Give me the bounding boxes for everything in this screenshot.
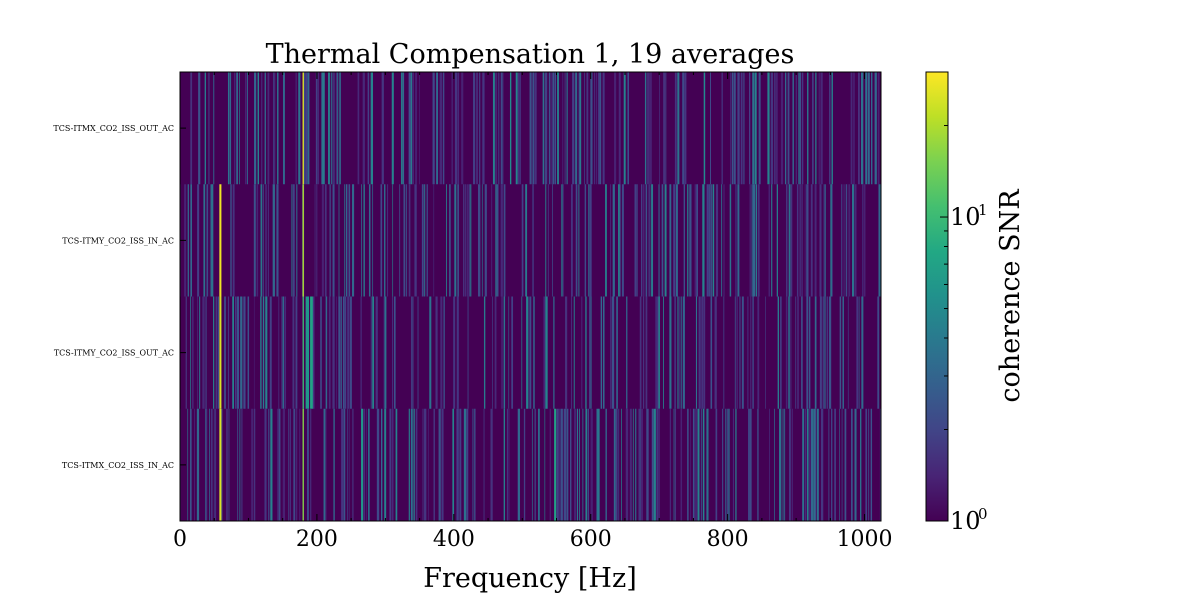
- row-3-background-texture: [180, 408, 881, 521]
- row-1-highlight-1: [302, 184, 304, 297]
- x-tick-label-4: 800: [707, 527, 749, 552]
- colorbar-gradient: [925, 71, 949, 522]
- x-tick-label-3: 600: [570, 527, 612, 552]
- row-0-highlight-7: [703, 72, 706, 185]
- x-axis-label: Frequency [Hz]: [423, 563, 636, 594]
- row-0-highlight-1: [204, 72, 207, 185]
- row-2-highlight-1: [302, 296, 304, 409]
- x-tick-label-1: 200: [296, 527, 338, 552]
- row-1-highlight-6: [651, 184, 654, 297]
- row-2-highlight-2: [305, 296, 310, 409]
- row-1-highlight-2: [363, 184, 365, 297]
- x-axis: 0 200 400 600 800 1000: [173, 72, 893, 552]
- row-labels: TCS-ITMX_CO2_ISS_OUT_AC TCS-ITMY_CO2_ISS_…: [53, 124, 186, 470]
- svg-text:1: 1: [978, 201, 988, 219]
- row-2-highlight-8: [777, 296, 779, 409]
- row-1-highlight-4: [561, 184, 563, 297]
- row-3-highlight-1: [302, 408, 304, 521]
- row-label-2: TCS-ITMY_CO2_ISS_OUT_AC: [54, 349, 174, 358]
- x-tick-label-2: 400: [433, 527, 475, 552]
- row-label-1: TCS-ITMY_CO2_ISS_IN_AC: [62, 236, 174, 245]
- plot-frame: [179, 71, 882, 522]
- row-3-highlight-7: [813, 408, 815, 521]
- row-label-0: TCS-ITMX_CO2_ISS_OUT_AC: [53, 124, 174, 133]
- row-2-background-texture: [185, 296, 880, 409]
- svg-text:10: 10: [950, 203, 981, 231]
- row-2-highlight-5: [483, 296, 486, 409]
- row-3-highlight-3: [554, 408, 557, 521]
- row-0-highlight-8: [807, 72, 809, 185]
- row-0-highlight-6: [624, 72, 626, 185]
- row-2-highlight-4: [262, 296, 265, 409]
- colorbar-label: coherence SNR: [995, 189, 1026, 403]
- row-2-highlight-6: [585, 296, 587, 409]
- row-3-highlight-0: [219, 408, 222, 521]
- row-0-highlight-2: [322, 72, 325, 185]
- row-1-background-texture: [180, 184, 881, 297]
- row-0-highlight-4: [509, 72, 512, 185]
- row-1-highlight-0: [219, 184, 222, 297]
- row-0-highlight-0: [302, 72, 304, 185]
- row-3-highlight-4: [413, 408, 415, 521]
- row-2-highlight-3: [310, 296, 313, 409]
- row-2-highlight-0: [219, 296, 222, 409]
- row-1-highlight-3: [525, 184, 528, 297]
- chart-title: Thermal Compensation 1, 19 averages: [266, 39, 795, 70]
- row-1-highlight-8: [830, 184, 832, 297]
- row-3-highlight-5: [598, 408, 600, 521]
- colorbar-tick-label-0: 100: [950, 505, 988, 535]
- row-2-highlight-7: [658, 296, 660, 409]
- x-tick-label-0: 0: [173, 527, 187, 552]
- plot-area: [179, 71, 882, 522]
- row-1-highlight-5: [618, 184, 620, 297]
- svg-text:0: 0: [978, 505, 988, 523]
- colorbar-tick-label-1: 101: [950, 201, 988, 231]
- row-0-highlight-5: [579, 72, 582, 185]
- row-label-3: TCS-ITMX_CO2_ISS_IN_AC: [62, 461, 174, 470]
- svg-text:10: 10: [950, 507, 981, 535]
- x-tick-label-5: 1000: [837, 527, 893, 552]
- row-1-highlight-7: [755, 184, 758, 297]
- row-0-highlight-3: [410, 72, 413, 185]
- row-3-highlight-2: [361, 408, 364, 521]
- row-3-highlight-6: [707, 408, 709, 521]
